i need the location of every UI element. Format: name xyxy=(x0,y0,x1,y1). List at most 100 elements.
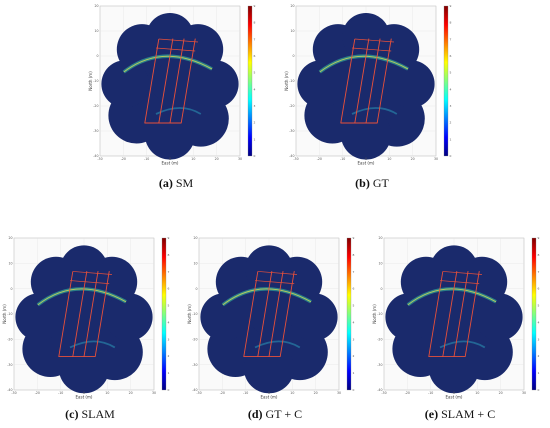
y-tick-label: -40 xyxy=(377,388,382,392)
colorbar-tick-label: 7 xyxy=(538,270,540,274)
vehicle-trajectory xyxy=(340,38,395,124)
y-tick-label: -20 xyxy=(7,338,12,342)
colorbar xyxy=(531,237,537,391)
y-tick-label: -40 xyxy=(7,388,12,392)
colorbar-tick-label: 5 xyxy=(254,71,256,75)
colorbar-tick-label: 9 xyxy=(450,4,452,8)
y-tick-label: 20 xyxy=(193,236,197,240)
colorbar-tick-label: 3 xyxy=(538,337,540,341)
x-tick-label: -10 xyxy=(144,157,149,161)
y-axis-title: North (m) xyxy=(284,71,289,91)
colorbar-tick-label: 9 xyxy=(353,236,355,240)
colorbar xyxy=(161,237,167,391)
panel-b: -30 -20 -10 0 10 20 30 20 10 0 -10 -20 -30 -40 East (m… xyxy=(282,0,462,170)
caption-letter: (d) xyxy=(247,407,263,421)
caption-label: SLAM xyxy=(81,407,115,421)
colorbar-tick-label: 1 xyxy=(168,371,170,375)
x-tick-label: 0 xyxy=(453,391,455,395)
vehicle-trajectory xyxy=(144,38,199,124)
x-tick-label: -10 xyxy=(243,391,248,395)
colorbar-tick-label: 8 xyxy=(450,21,452,25)
x-tick-label: 20 xyxy=(411,157,415,161)
x-tick-label: -30 xyxy=(97,157,102,161)
y-tick-label: 0 xyxy=(96,54,98,58)
vehicle-trajectory xyxy=(58,270,113,358)
sonar-map xyxy=(15,245,153,394)
colorbar-tick-label: 3 xyxy=(450,104,452,108)
y-tick-label: -20 xyxy=(192,338,197,342)
x-tick-label: 30 xyxy=(238,157,242,161)
y-tick-label: 0 xyxy=(195,287,197,291)
colorbar-tick-label: 2 xyxy=(168,354,170,358)
caption-label: SLAM + C xyxy=(441,407,496,421)
x-tick-label: -30 xyxy=(196,391,201,395)
y-axis-title: North (m) xyxy=(372,304,377,324)
colorbar-tick-label: 9 xyxy=(538,236,540,240)
colorbar-tick-label: 4 xyxy=(450,87,452,91)
caption-c: (c) SLAM xyxy=(0,407,180,422)
colorbar xyxy=(443,5,449,157)
x-tick-label: -10 xyxy=(428,391,433,395)
colorbar-tick-label: 6 xyxy=(168,287,170,291)
colorbar-tick-label: 1 xyxy=(450,137,452,141)
caption-letter: (b) xyxy=(355,176,370,190)
y-axis-title: North (m) xyxy=(2,304,7,324)
x-tick-label: 20 xyxy=(215,157,219,161)
caption-letter: (e) xyxy=(424,407,439,421)
colorbar-tick-label: 9 xyxy=(254,4,256,8)
y-tick-label: -10 xyxy=(377,312,382,316)
colorbar-tick-label: 2 xyxy=(353,354,355,358)
y-tick-label: -30 xyxy=(93,129,98,133)
y-tick-label: -30 xyxy=(192,363,197,367)
y-tick-label: 20 xyxy=(94,4,98,8)
x-tick-label: 10 xyxy=(105,391,109,395)
x-tick-label: 0 xyxy=(169,157,171,161)
y-tick-label: -20 xyxy=(93,104,98,108)
x-tick-label: 10 xyxy=(290,391,294,395)
colorbar-tick-label: 8 xyxy=(254,21,256,25)
colorbar-tick-label: 6 xyxy=(353,287,355,291)
colorbar-tick-label: 8 xyxy=(353,253,355,257)
caption-b: (b) GT xyxy=(282,176,462,191)
x-tick-label: -30 xyxy=(11,391,16,395)
y-tick-label: -10 xyxy=(192,312,197,316)
colorbar-tick-label: 5 xyxy=(168,304,170,308)
x-tick-label: -20 xyxy=(121,157,126,161)
caption-d: (d) GT + C xyxy=(185,407,365,422)
bright-swath-core xyxy=(123,55,213,73)
bright-swath-core xyxy=(319,55,409,73)
panel-e: -30 -20 -10 0 10 20 30 20 10 0 -10 -20 -30 -40 East (m… xyxy=(370,232,550,404)
colorbar-tick-label: 1 xyxy=(353,371,355,375)
colorbar-tick-label: 6 xyxy=(450,54,452,58)
colorbar-tick-label: 1 xyxy=(254,137,256,141)
caption-label: GT + C xyxy=(265,407,303,421)
x-tick-label: 20 xyxy=(129,391,133,395)
colorbar-tick-label: 3 xyxy=(353,337,355,341)
colorbar-tick-label: 4 xyxy=(353,320,355,324)
colorbar xyxy=(247,5,253,157)
colorbar-tick-label: 2 xyxy=(254,121,256,125)
colorbar-tick-label: 7 xyxy=(254,37,256,41)
y-tick-label: -30 xyxy=(377,363,382,367)
panel-a: -30 -20 -10 0 10 20 30 20 10 0 -10 -20 -30 -40 East (m… xyxy=(86,0,266,170)
bright-swath-core xyxy=(37,288,127,306)
panel-d: -30 -20 -10 0 10 20 30 20 10 0 -10 -20 -30 -40 East (m… xyxy=(185,232,365,404)
colorbar-tick-label: 9 xyxy=(168,236,170,240)
colorbar-tick-label: 0 xyxy=(538,388,540,392)
colorbar-tick-label: 2 xyxy=(538,354,540,358)
x-tick-label: 30 xyxy=(337,391,341,395)
colorbar-tick-label: 4 xyxy=(168,320,170,324)
x-axis-title: East (m) xyxy=(261,395,278,400)
x-tick-label: -20 xyxy=(405,391,410,395)
colorbar-tick-label: 7 xyxy=(168,270,170,274)
x-tick-label: 10 xyxy=(387,157,391,161)
panel-c: -30 -20 -10 0 10 20 30 20 10 0 -10 -20 -30 -40 East (m… xyxy=(0,232,180,404)
y-tick-label: -40 xyxy=(289,154,294,158)
caption-e: (e) SLAM + C xyxy=(370,407,550,422)
bright-swath-core xyxy=(222,288,312,306)
x-tick-label: 0 xyxy=(365,157,367,161)
